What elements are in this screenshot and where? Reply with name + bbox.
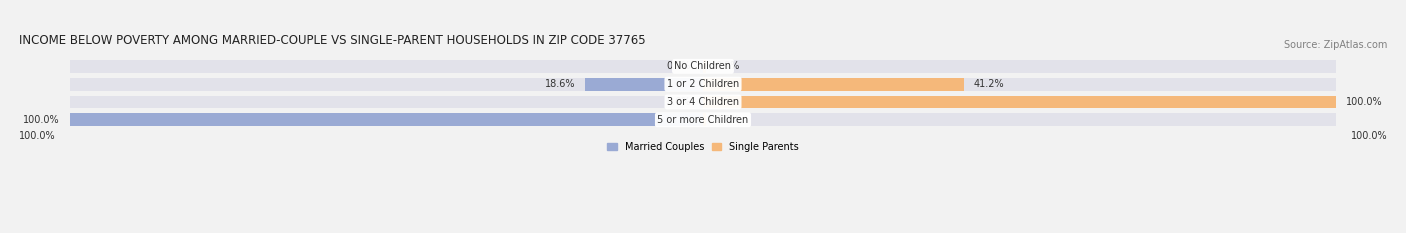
Text: Source: ZipAtlas.com: Source: ZipAtlas.com: [1284, 40, 1388, 50]
Bar: [69, 96, 1337, 108]
Text: INCOME BELOW POVERTY AMONG MARRIED-COUPLE VS SINGLE-PARENT HOUSEHOLDS IN ZIP COD: INCOME BELOW POVERTY AMONG MARRIED-COUPL…: [18, 34, 645, 47]
Bar: [703, 60, 706, 73]
Bar: [69, 113, 1337, 126]
Text: 0.0%: 0.0%: [666, 61, 690, 71]
Text: 41.2%: 41.2%: [973, 79, 1004, 89]
Text: No Children: No Children: [675, 61, 731, 71]
Text: 100.0%: 100.0%: [1351, 131, 1388, 141]
Text: 0.0%: 0.0%: [716, 61, 740, 71]
Bar: [700, 96, 703, 108]
Bar: [585, 78, 703, 91]
Text: 100.0%: 100.0%: [24, 115, 60, 125]
Text: 100.0%: 100.0%: [1346, 97, 1382, 107]
Bar: [69, 60, 1337, 73]
Bar: [703, 96, 1337, 108]
Bar: [69, 113, 703, 126]
Bar: [703, 113, 706, 126]
Text: 5 or more Children: 5 or more Children: [658, 115, 748, 125]
Text: 0.0%: 0.0%: [716, 115, 740, 125]
Bar: [69, 78, 1337, 91]
Text: 1 or 2 Children: 1 or 2 Children: [666, 79, 740, 89]
Legend: Married Couples, Single Parents: Married Couples, Single Parents: [603, 138, 803, 156]
Text: 100.0%: 100.0%: [18, 131, 55, 141]
Bar: [700, 60, 703, 73]
Bar: [703, 78, 965, 91]
Text: 0.0%: 0.0%: [666, 97, 690, 107]
Text: 3 or 4 Children: 3 or 4 Children: [666, 97, 740, 107]
Text: 18.6%: 18.6%: [546, 79, 575, 89]
